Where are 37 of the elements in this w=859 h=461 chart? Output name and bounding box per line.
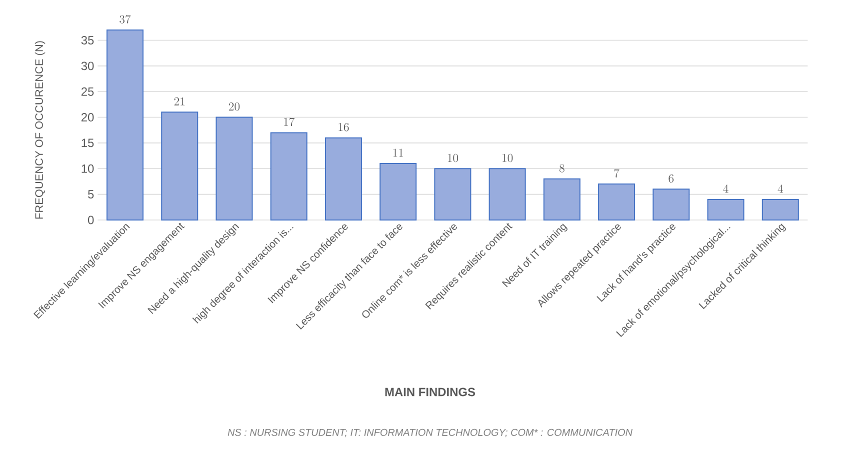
y-tick-label: 10 (82, 164, 94, 173)
data-label: 8 (559, 164, 564, 172)
bar (434, 168, 472, 220)
data-label: 7 (614, 169, 620, 178)
data-label: 37 (120, 15, 131, 24)
x-axis-title: MAIN FINDINGS (385, 388, 476, 396)
data-label: 21 (174, 97, 185, 106)
bar (161, 112, 198, 220)
data-label: 6 (668, 174, 674, 183)
y-tick-label: 0 (88, 216, 94, 224)
bar (543, 178, 580, 220)
data-label: 16 (338, 123, 349, 132)
bar (324, 137, 362, 220)
data-label: 10 (448, 154, 458, 162)
data-label: 10 (502, 154, 513, 162)
bar (652, 188, 690, 220)
data-label: 11 (393, 148, 403, 157)
y-tick-label: 30 (81, 62, 94, 70)
y-tick-label: 20 (81, 113, 94, 122)
bar (707, 198, 744, 220)
y-tick-label: 25 (81, 87, 94, 96)
bar (270, 132, 308, 220)
data-label: 4 (723, 184, 728, 193)
y-axis-title: FREQUENCY OF OCCURENCE (N) (34, 41, 46, 219)
bar (488, 168, 526, 220)
y-tick-label: 35 (81, 36, 94, 44)
data-label: 20 (228, 102, 240, 111)
y-tick-label: 5 (88, 190, 94, 198)
data-label: 4 (778, 184, 783, 193)
bar (106, 29, 144, 220)
y-tick-label: 15 (82, 138, 94, 148)
data-label: 17 (284, 118, 295, 126)
bar (762, 198, 799, 220)
bar (598, 184, 636, 220)
bar (216, 116, 253, 220)
bar (380, 163, 417, 220)
text: NS : NURSING STUDENT; IT: INFORMATION TECHNOLOGY; COM* : COMMUNICATION (228, 428, 633, 438)
